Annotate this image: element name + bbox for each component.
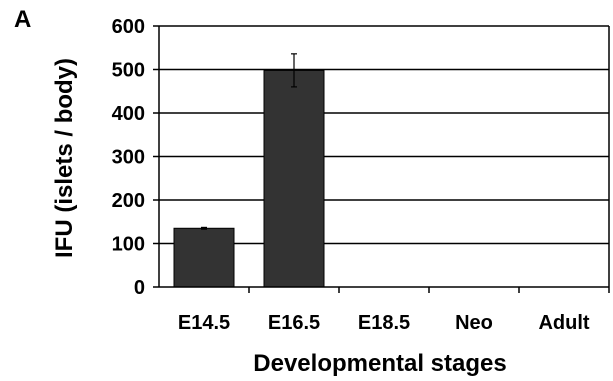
y-tick-label: 600	[112, 16, 145, 38]
y-axis-title: IFU (islets / body)	[51, 58, 78, 258]
x-tick-labels: E14.5 E16.5 E18.5 Neo Adult	[178, 312, 590, 334]
x-axis-title: Developmental stages	[253, 350, 506, 377]
y-tick-labels: 0 100 200 300 400 500 600	[112, 16, 145, 299]
y-tick-label: 500	[112, 60, 145, 82]
bar-E14.5	[173, 227, 235, 288]
y-tick-label: 0	[134, 277, 145, 299]
y-tick-label: 200	[112, 190, 145, 212]
bar-E16.5	[263, 69, 325, 288]
panel-label: A	[14, 6, 32, 33]
error-bars	[201, 53, 297, 230]
x-tick-label: E18.5	[358, 312, 410, 334]
axes	[153, 25, 610, 293]
bars	[173, 69, 325, 288]
y-tick-label: 300	[112, 147, 145, 169]
x-tick-label: Neo	[455, 312, 493, 334]
x-tick-label: E14.5	[178, 312, 230, 334]
x-tick-label: Adult	[538, 312, 589, 334]
gridlines	[159, 25, 609, 245]
x-tick-label: E16.5	[268, 312, 320, 334]
y-tick-label: 100	[112, 234, 145, 256]
y-tick-label: 400	[112, 103, 145, 125]
